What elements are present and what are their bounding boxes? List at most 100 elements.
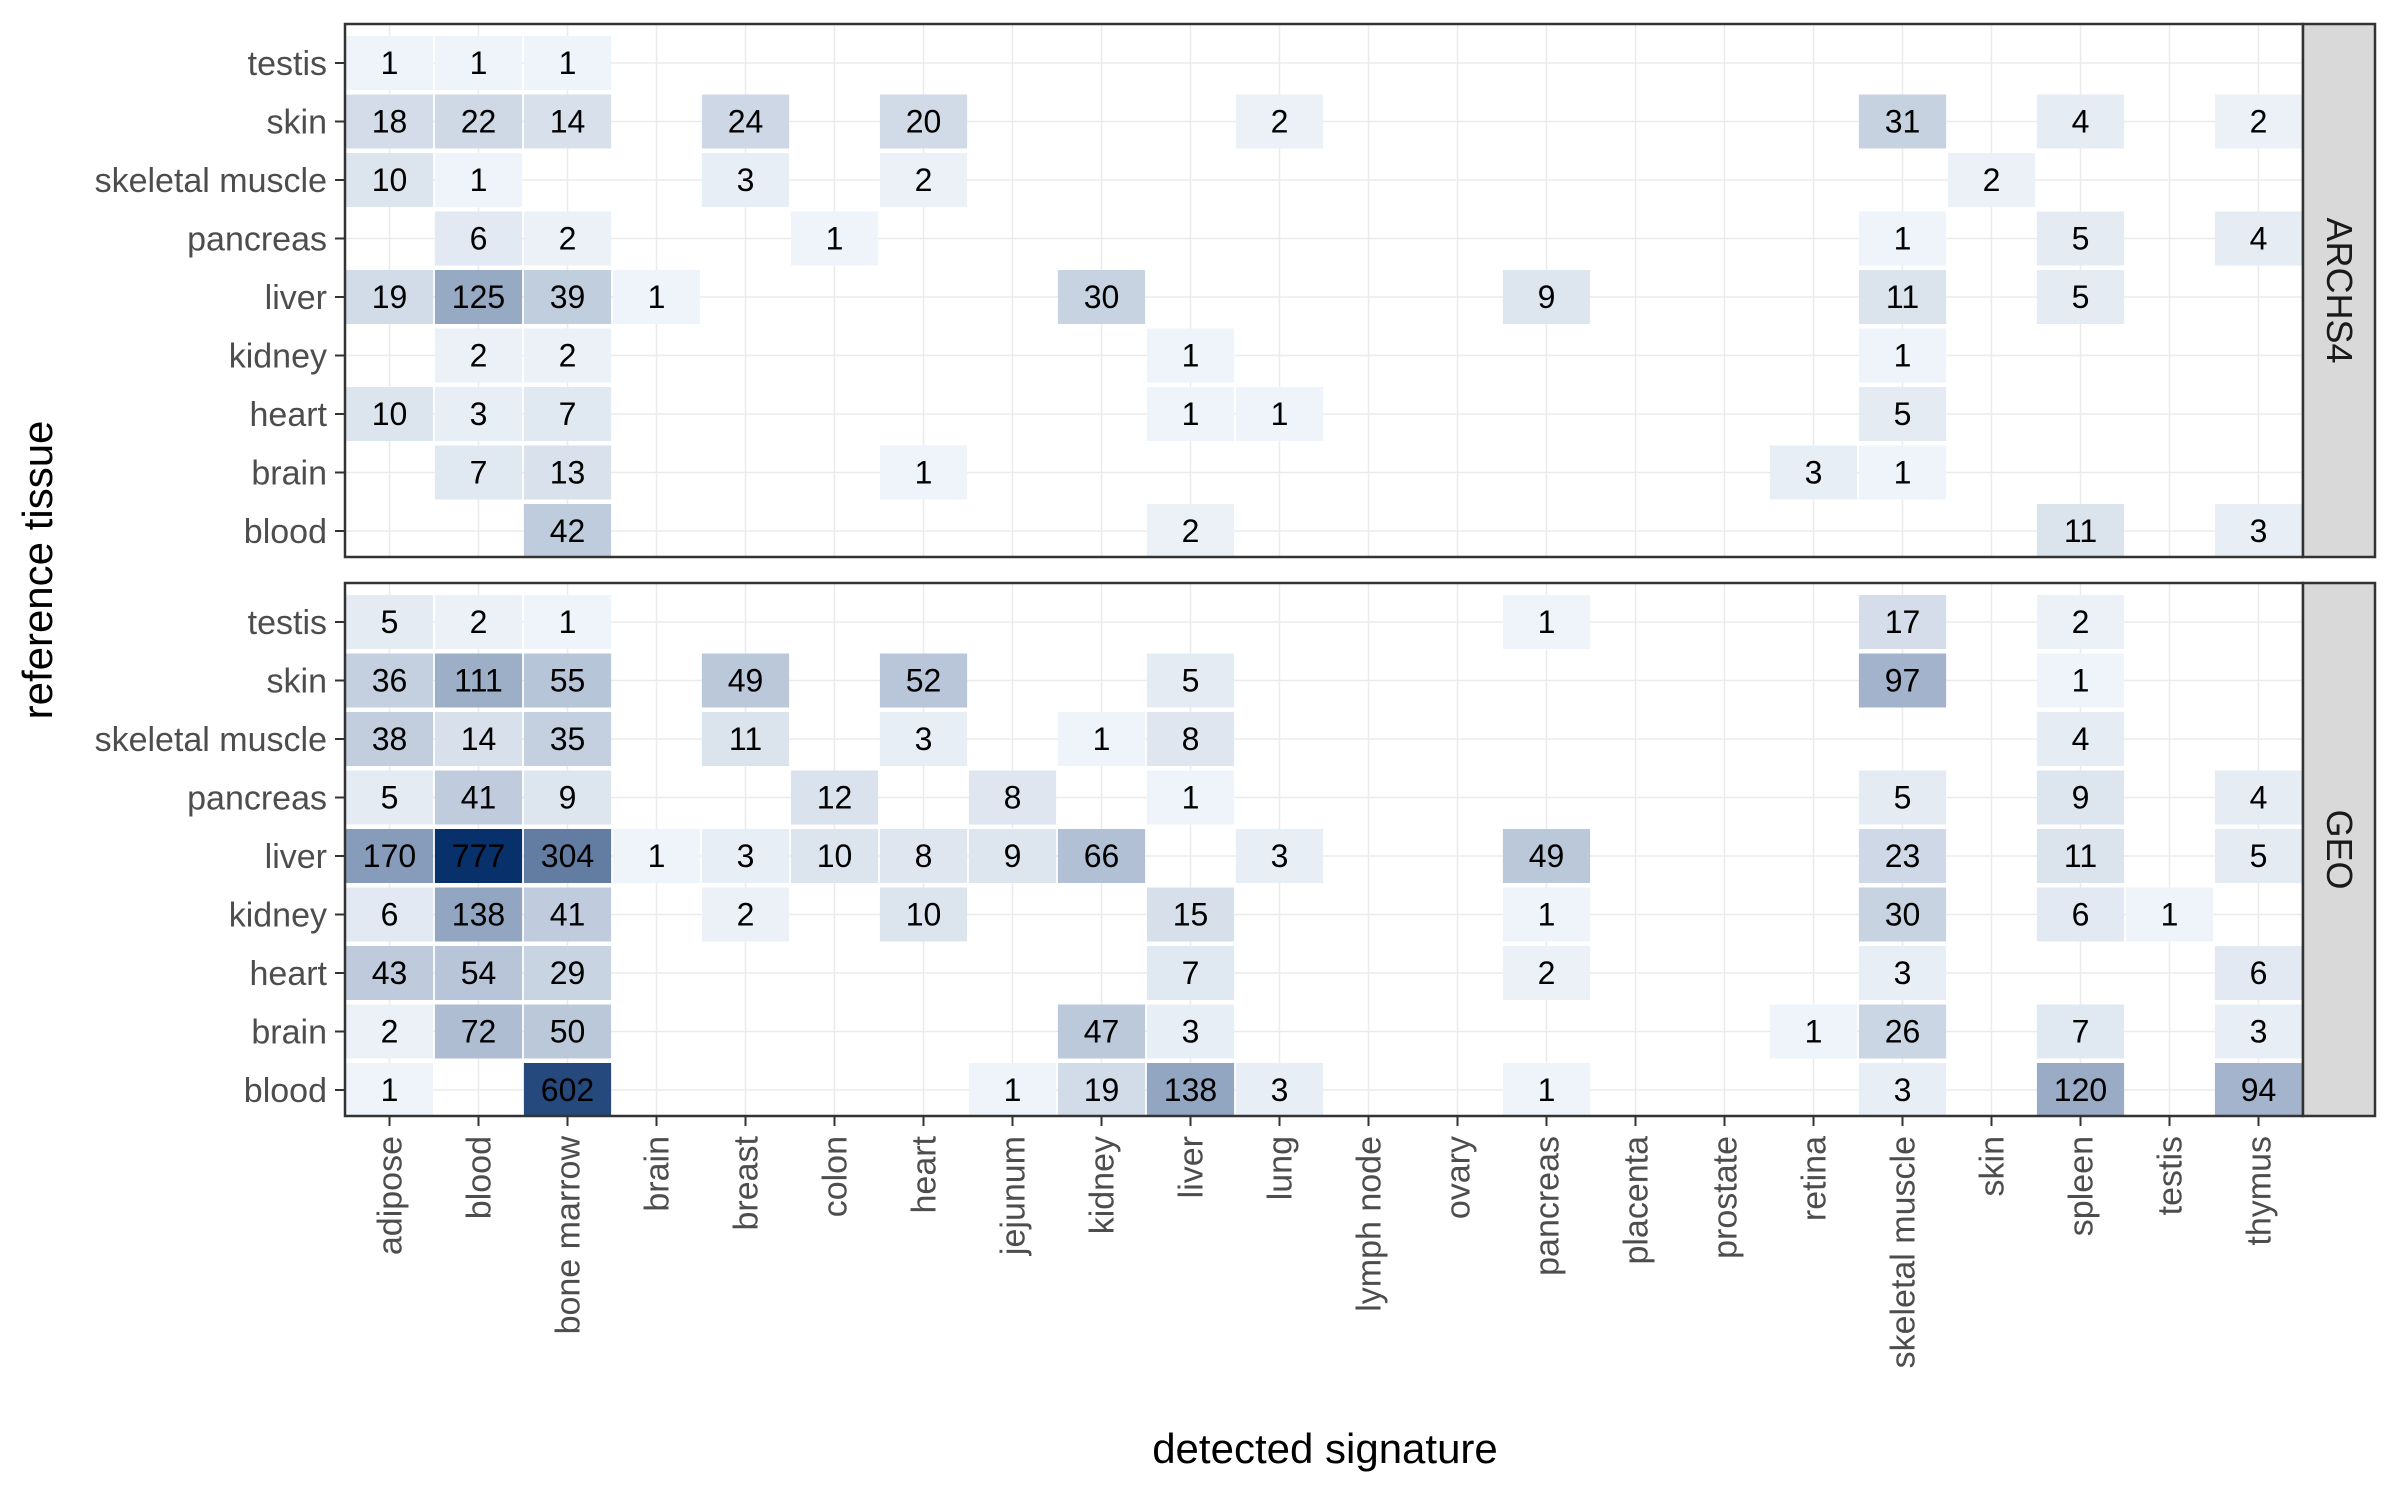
cell-value-label: 111 (454, 663, 503, 699)
heatmap-tile-skeletal-muscle-skin (1947, 153, 2036, 207)
cell-value-label: 6 (2250, 955, 2268, 991)
cell-value-label: 11 (2064, 513, 2097, 549)
heatmap-tile-pancreas-colon (790, 770, 879, 825)
cell-value-label: 1 (826, 221, 844, 257)
cell-value-label: 3 (470, 396, 488, 432)
panel-geo: 5 2 1 1 17 236 111 55 49 52 5 97 138 14 35 11 3 1 8 45 41 9 12… (95, 581, 2377, 1118)
heatmap-tile-liver-brain (612, 829, 701, 883)
cell-value-label: 5 (1182, 663, 1200, 699)
y-tick-label: liver (265, 279, 327, 317)
cell-value-label: 8 (1004, 780, 1022, 816)
cell-value-label: 18 (372, 104, 408, 140)
heatmap-tile-brain-thymus (2214, 1004, 2303, 1059)
cell-value-label: 5 (2072, 279, 2090, 315)
heatmap-tile-skin-spleen (2036, 94, 2125, 149)
heatmap-tile-brain-skeletal-muscle (1858, 1004, 1947, 1059)
heatmap-tile-skeletal-muscle-adipose (345, 712, 434, 766)
heatmap-tile-blood-bone-marrow (523, 1063, 612, 1117)
heatmap-tile-pancreas-skeletal-muscle (1858, 211, 1947, 266)
cell-value-label: 4 (2072, 721, 2090, 757)
heatmap-tile-skin-adipose (345, 94, 434, 149)
heatmap-tile-testis-adipose (345, 36, 434, 90)
y-tick-label: brain (251, 455, 327, 493)
cell-value-label: 24 (728, 104, 764, 140)
heatmap-tile-kidney-breast (701, 887, 790, 942)
heatmap-tile-blood-kidney (1057, 1063, 1146, 1117)
cell-value-label: 19 (1084, 1072, 1120, 1108)
heatmap-tile-blood-thymus (2214, 504, 2303, 558)
heatmap-tile-pancreas-thymus (2214, 770, 2303, 825)
cell-value-label: 66 (1084, 838, 1120, 874)
cell-value-label: 30 (1885, 897, 1921, 933)
cell-value-label: 4 (2072, 104, 2090, 140)
cell-value-label: 125 (452, 279, 505, 315)
cell-value-label: 47 (1084, 1014, 1120, 1050)
heatmap-tile-blood-liver (1146, 504, 1235, 558)
cell-value-label: 3 (737, 838, 755, 874)
cell-value-label: 1 (2072, 663, 2090, 699)
cell-value-label: 1 (1538, 604, 1556, 640)
heatmap-tile-heart-liver (1146, 387, 1235, 441)
cell-value-label: 30 (1084, 279, 1120, 315)
heatmap-tile-kidney-skeletal-muscle (1858, 887, 1947, 942)
heatmap-tile-testis-pancreas (1502, 595, 1591, 649)
y-tick-label: pancreas (187, 780, 327, 818)
heatmap-tile-brain-blood (434, 445, 523, 500)
heatmap-tile-skin-adipose (345, 653, 434, 708)
x-tick-label: colon (817, 1136, 855, 1217)
cell-value-label: 5 (2250, 838, 2268, 874)
cell-value-label: 19 (372, 279, 408, 315)
y-tick-label: kidney (229, 338, 327, 376)
cell-value-label: 49 (1529, 838, 1565, 874)
heatmap-tile-liver-kidney (1057, 829, 1146, 883)
heatmap-tile-liver-skeletal-muscle (1858, 829, 1947, 883)
cell-value-label: 3 (1271, 1072, 1289, 1108)
cell-value-label: 97 (1885, 663, 1921, 699)
y-tick-label: heart (250, 396, 328, 434)
cell-value-label: 41 (461, 780, 497, 816)
heatmap-tile-skin-blood (434, 653, 523, 708)
x-tick-label: thymus (2241, 1136, 2279, 1246)
cell-value-label: 170 (363, 838, 416, 874)
cell-value-label: 1 (1538, 1072, 1556, 1108)
heatmap-tile-kidney-blood (434, 328, 523, 383)
x-tick-label: brain (639, 1136, 677, 1212)
cell-value-label: 35 (550, 721, 586, 757)
heatmap-tile-kidney-bone-marrow (523, 328, 612, 383)
cell-value-label: 10 (817, 838, 853, 874)
cell-value-label: 4 (2250, 221, 2268, 257)
facet-strip-label: GEO (2319, 809, 2360, 889)
heatmap-tile-heart-liver (1146, 946, 1235, 1000)
heatmap-tile-brain-kidney (1057, 1004, 1146, 1059)
heatmap-tile-brain-skeletal-muscle (1858, 445, 1947, 500)
cell-value-label: 1 (1271, 396, 1289, 432)
cell-value-label: 120 (2054, 1072, 2107, 1108)
heatmap-tile-skeletal-muscle-blood (434, 712, 523, 766)
cell-value-label: 138 (452, 897, 505, 933)
heatmap-tile-skin-breast (701, 94, 790, 149)
heatmap-tile-skin-blood (434, 94, 523, 149)
heatmap-tile-skin-bone-marrow (523, 94, 612, 149)
cell-value-label: 38 (372, 721, 408, 757)
cell-value-label: 2 (915, 162, 933, 198)
cell-value-label: 1 (381, 1072, 399, 1108)
heatmap-tile-blood-spleen (2036, 504, 2125, 558)
cell-value-label: 2 (2250, 104, 2268, 140)
heatmap-tile-kidney-blood (434, 887, 523, 942)
cell-value-label: 138 (1164, 1072, 1217, 1108)
heatmap-tile-testis-spleen (2036, 595, 2125, 649)
heatmap-tile-blood-thymus (2214, 1063, 2303, 1117)
cell-value-label: 1 (1894, 455, 1912, 491)
heatmap-tile-kidney-adipose (345, 887, 434, 942)
cell-value-label: 22 (461, 104, 497, 140)
heatmap-tile-liver-adipose (345, 829, 434, 883)
heatmap-tile-testis-bone-marrow (523, 595, 612, 649)
y-tick-label: skin (267, 663, 327, 701)
heatmap-tile-pancreas-thymus (2214, 211, 2303, 266)
cell-value-label: 7 (470, 455, 488, 491)
heatmap-tile-liver-adipose (345, 270, 434, 324)
heatmap-tile-liver-skeletal-muscle (1858, 270, 1947, 324)
heatmap-tile-liver-lung (1235, 829, 1324, 883)
cell-value-label: 6 (2072, 897, 2090, 933)
cell-value-label: 2 (1983, 162, 2001, 198)
